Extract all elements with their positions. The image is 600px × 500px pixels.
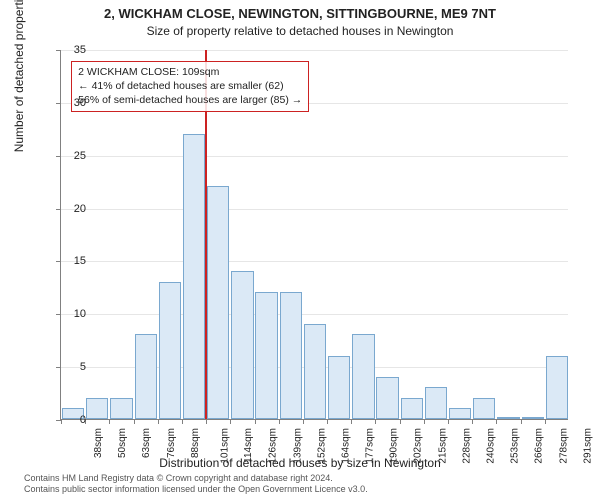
bar <box>280 292 302 419</box>
plot-area: 2 WICKHAM CLOSE: 109sqm← 41% of detached… <box>60 50 568 420</box>
xtick-label: 164sqm <box>340 428 351 464</box>
ytick-label: 30 <box>58 97 86 109</box>
info-line-smaller: ← 41% of detached houses are smaller (62… <box>78 79 302 93</box>
gridline <box>61 156 568 157</box>
bar <box>328 356 350 419</box>
bar <box>376 377 398 419</box>
xtick-mark <box>109 419 110 424</box>
xtick-mark <box>375 419 376 424</box>
xtick-label: 240sqm <box>486 428 497 464</box>
xtick-label: 152sqm <box>316 428 327 464</box>
xtick-label: 114sqm <box>243 428 254 463</box>
xtick-mark <box>158 419 159 424</box>
info-line-subject: 2 WICKHAM CLOSE: 109sqm <box>78 65 302 79</box>
xtick-mark <box>182 419 183 424</box>
xtick-label: 266sqm <box>534 428 545 464</box>
bar <box>473 398 495 419</box>
bar <box>159 282 181 419</box>
bar <box>352 334 374 419</box>
title-address: 2, WICKHAM CLOSE, NEWINGTON, SITTINGBOUR… <box>0 6 600 21</box>
bar <box>497 417 519 419</box>
bar <box>86 398 108 419</box>
xtick-mark <box>303 419 304 424</box>
bar <box>449 408 471 419</box>
xtick-label: 278sqm <box>558 428 569 464</box>
ytick-label: 35 <box>58 44 86 56</box>
xtick-mark <box>230 419 231 424</box>
y-axis-label: Number of detached properties <box>12 0 26 152</box>
gridline <box>61 261 568 262</box>
ytick-label: 15 <box>58 255 86 267</box>
xtick-mark <box>472 419 473 424</box>
xtick-label: 126sqm <box>268 428 279 464</box>
xtick-label: 291sqm <box>582 428 593 464</box>
bar <box>183 134 205 419</box>
bar <box>425 387 447 419</box>
footer-line2: Contains public sector information licen… <box>24 484 592 496</box>
ytick-label: 25 <box>58 150 86 162</box>
footer-attribution: Contains HM Land Registry data © Crown c… <box>24 473 592 496</box>
xtick-label: 253sqm <box>510 428 521 464</box>
xtick-mark <box>496 419 497 424</box>
xtick-mark <box>521 419 522 424</box>
xtick-label: 88sqm <box>190 428 201 458</box>
xtick-mark <box>255 419 256 424</box>
gridline <box>61 50 568 51</box>
ytick-label: 0 <box>58 414 86 426</box>
gridline <box>61 314 568 315</box>
bar <box>255 292 277 419</box>
xtick-mark <box>206 419 207 424</box>
xtick-mark <box>448 419 449 424</box>
xtick-label: 177sqm <box>365 428 376 464</box>
gridline <box>61 209 568 210</box>
xtick-mark <box>545 419 546 424</box>
bar <box>522 417 544 419</box>
bar <box>546 356 568 419</box>
xtick-mark <box>327 419 328 424</box>
ytick-label: 5 <box>58 361 86 373</box>
xtick-label: 228sqm <box>461 428 472 464</box>
bar <box>231 271 253 419</box>
ytick-label: 10 <box>58 308 86 320</box>
xtick-label: 76sqm <box>166 428 177 458</box>
chart-container: 2, WICKHAM CLOSE, NEWINGTON, SITTINGBOUR… <box>0 0 600 500</box>
xtick-label: 50sqm <box>117 428 128 458</box>
bar <box>207 186 229 419</box>
xtick-mark <box>351 419 352 424</box>
xtick-label: 190sqm <box>389 428 400 464</box>
xtick-mark <box>424 419 425 424</box>
xtick-label: 38sqm <box>93 428 104 458</box>
info-line-larger: 56% of semi-detached houses are larger (… <box>78 93 302 107</box>
bar <box>135 334 157 419</box>
xtick-label: 63sqm <box>141 428 152 458</box>
xtick-mark <box>279 419 280 424</box>
xtick-label: 202sqm <box>413 428 424 464</box>
title-subtitle: Size of property relative to detached ho… <box>0 24 600 38</box>
xtick-label: 101sqm <box>220 428 231 464</box>
bar <box>401 398 423 419</box>
xtick-label: 215sqm <box>437 428 448 464</box>
bar <box>110 398 132 419</box>
ytick-label: 20 <box>58 203 86 215</box>
footer-line1: Contains HM Land Registry data © Crown c… <box>24 473 592 485</box>
xtick-label: 139sqm <box>292 428 303 464</box>
info-box: 2 WICKHAM CLOSE: 109sqm← 41% of detached… <box>71 61 309 112</box>
xtick-mark <box>134 419 135 424</box>
bar <box>304 324 326 419</box>
xtick-mark <box>400 419 401 424</box>
